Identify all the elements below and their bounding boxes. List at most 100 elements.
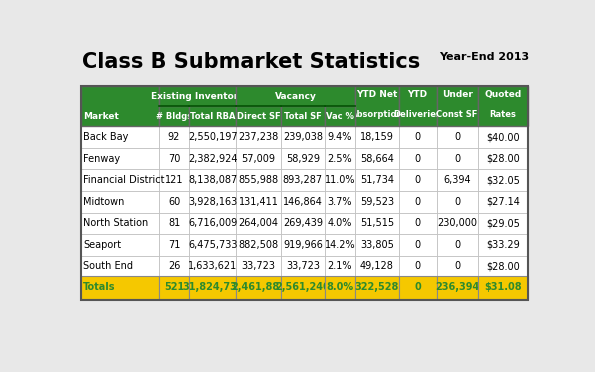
Bar <box>437 148 478 169</box>
Text: 855,988: 855,988 <box>239 175 278 185</box>
Bar <box>478 234 528 256</box>
Bar <box>437 169 478 191</box>
Bar <box>159 276 189 299</box>
Text: $40.00: $40.00 <box>486 132 519 142</box>
Text: 131,411: 131,411 <box>239 197 278 207</box>
Text: 31,824,734: 31,824,734 <box>182 282 243 292</box>
Bar <box>159 106 189 126</box>
Text: Rates: Rates <box>489 110 516 119</box>
Bar <box>399 191 437 212</box>
Text: 0: 0 <box>415 240 421 250</box>
Bar <box>478 212 528 234</box>
Text: # Bldgs: # Bldgs <box>156 112 192 121</box>
Bar <box>281 256 325 277</box>
Text: 92: 92 <box>168 132 180 142</box>
Text: 33,723: 33,723 <box>242 262 275 272</box>
Bar <box>189 148 236 169</box>
Bar <box>80 191 159 212</box>
Bar <box>478 148 528 169</box>
Bar <box>325 148 355 169</box>
Text: YTD Net: YTD Net <box>356 90 397 99</box>
Bar <box>80 234 159 256</box>
Text: 121: 121 <box>165 175 183 185</box>
Text: 81: 81 <box>168 218 180 228</box>
Text: 58,929: 58,929 <box>286 154 320 164</box>
Text: 59,523: 59,523 <box>360 197 394 207</box>
Text: 919,966: 919,966 <box>283 240 322 250</box>
Bar <box>80 256 159 277</box>
Bar <box>189 276 236 299</box>
Text: 2,461,881: 2,461,881 <box>231 282 286 292</box>
Text: 0: 0 <box>454 154 460 164</box>
Text: 2.1%: 2.1% <box>328 262 352 272</box>
Bar <box>281 126 325 148</box>
Text: 0: 0 <box>454 197 460 207</box>
Bar <box>159 148 189 169</box>
Text: $31.08: $31.08 <box>484 282 522 292</box>
Text: $28.00: $28.00 <box>486 262 519 272</box>
Bar <box>159 256 189 277</box>
Bar <box>325 212 355 234</box>
Text: Const SF: Const SF <box>436 110 478 119</box>
Bar <box>478 126 528 148</box>
Text: 60: 60 <box>168 197 180 207</box>
Text: 57,009: 57,009 <box>242 154 275 164</box>
Bar <box>355 234 399 256</box>
Text: Totals: Totals <box>83 282 115 292</box>
Bar <box>189 212 236 234</box>
Text: 0: 0 <box>454 240 460 250</box>
Bar <box>355 212 399 234</box>
Bar <box>189 191 236 212</box>
Bar <box>355 86 399 126</box>
Text: Year-End 2013: Year-End 2013 <box>439 52 530 62</box>
Text: 2,561,240: 2,561,240 <box>275 282 330 292</box>
Bar <box>399 148 437 169</box>
Bar <box>281 148 325 169</box>
Text: Deliveries: Deliveries <box>393 110 441 119</box>
Text: 239,038: 239,038 <box>283 132 323 142</box>
Bar <box>355 148 399 169</box>
Text: 0: 0 <box>454 262 460 272</box>
Text: $32.05: $32.05 <box>486 175 519 185</box>
Text: Fenway: Fenway <box>83 154 120 164</box>
Text: South End: South End <box>83 262 133 272</box>
Bar <box>281 276 325 299</box>
Text: Total SF: Total SF <box>284 112 322 121</box>
Text: 2,382,924: 2,382,924 <box>188 154 237 164</box>
Text: Market: Market <box>83 112 119 121</box>
Text: 264,004: 264,004 <box>239 218 278 228</box>
Bar <box>478 191 528 212</box>
Text: Direct SF: Direct SF <box>237 112 280 121</box>
Bar <box>325 276 355 299</box>
Text: 70: 70 <box>168 154 180 164</box>
Bar <box>236 169 281 191</box>
Bar <box>478 276 528 299</box>
Text: 893,287: 893,287 <box>283 175 323 185</box>
Text: 3,928,163: 3,928,163 <box>188 197 237 207</box>
Text: 0: 0 <box>454 132 460 142</box>
Text: 236,394: 236,394 <box>435 282 479 292</box>
Text: 146,864: 146,864 <box>283 197 322 207</box>
Bar <box>189 256 236 277</box>
Bar <box>80 276 159 299</box>
Text: Vacancy: Vacancy <box>275 92 317 101</box>
Text: $28.00: $28.00 <box>486 154 519 164</box>
Text: 9.4%: 9.4% <box>328 132 352 142</box>
Text: Class B Submarket Statistics: Class B Submarket Statistics <box>82 52 421 72</box>
Text: 4.0%: 4.0% <box>328 218 352 228</box>
Bar <box>355 169 399 191</box>
Bar <box>478 86 528 126</box>
Text: 6,394: 6,394 <box>443 175 471 185</box>
Bar <box>437 212 478 234</box>
Text: $27.14: $27.14 <box>486 197 519 207</box>
Bar <box>355 191 399 212</box>
Text: Vac %: Vac % <box>326 112 354 121</box>
Bar <box>325 126 355 148</box>
Bar <box>399 126 437 148</box>
Text: 0: 0 <box>415 262 421 272</box>
Bar <box>189 169 236 191</box>
Text: 18,159: 18,159 <box>360 132 394 142</box>
Text: Midtown: Midtown <box>83 197 124 207</box>
Bar <box>236 86 355 106</box>
Bar <box>437 234 478 256</box>
